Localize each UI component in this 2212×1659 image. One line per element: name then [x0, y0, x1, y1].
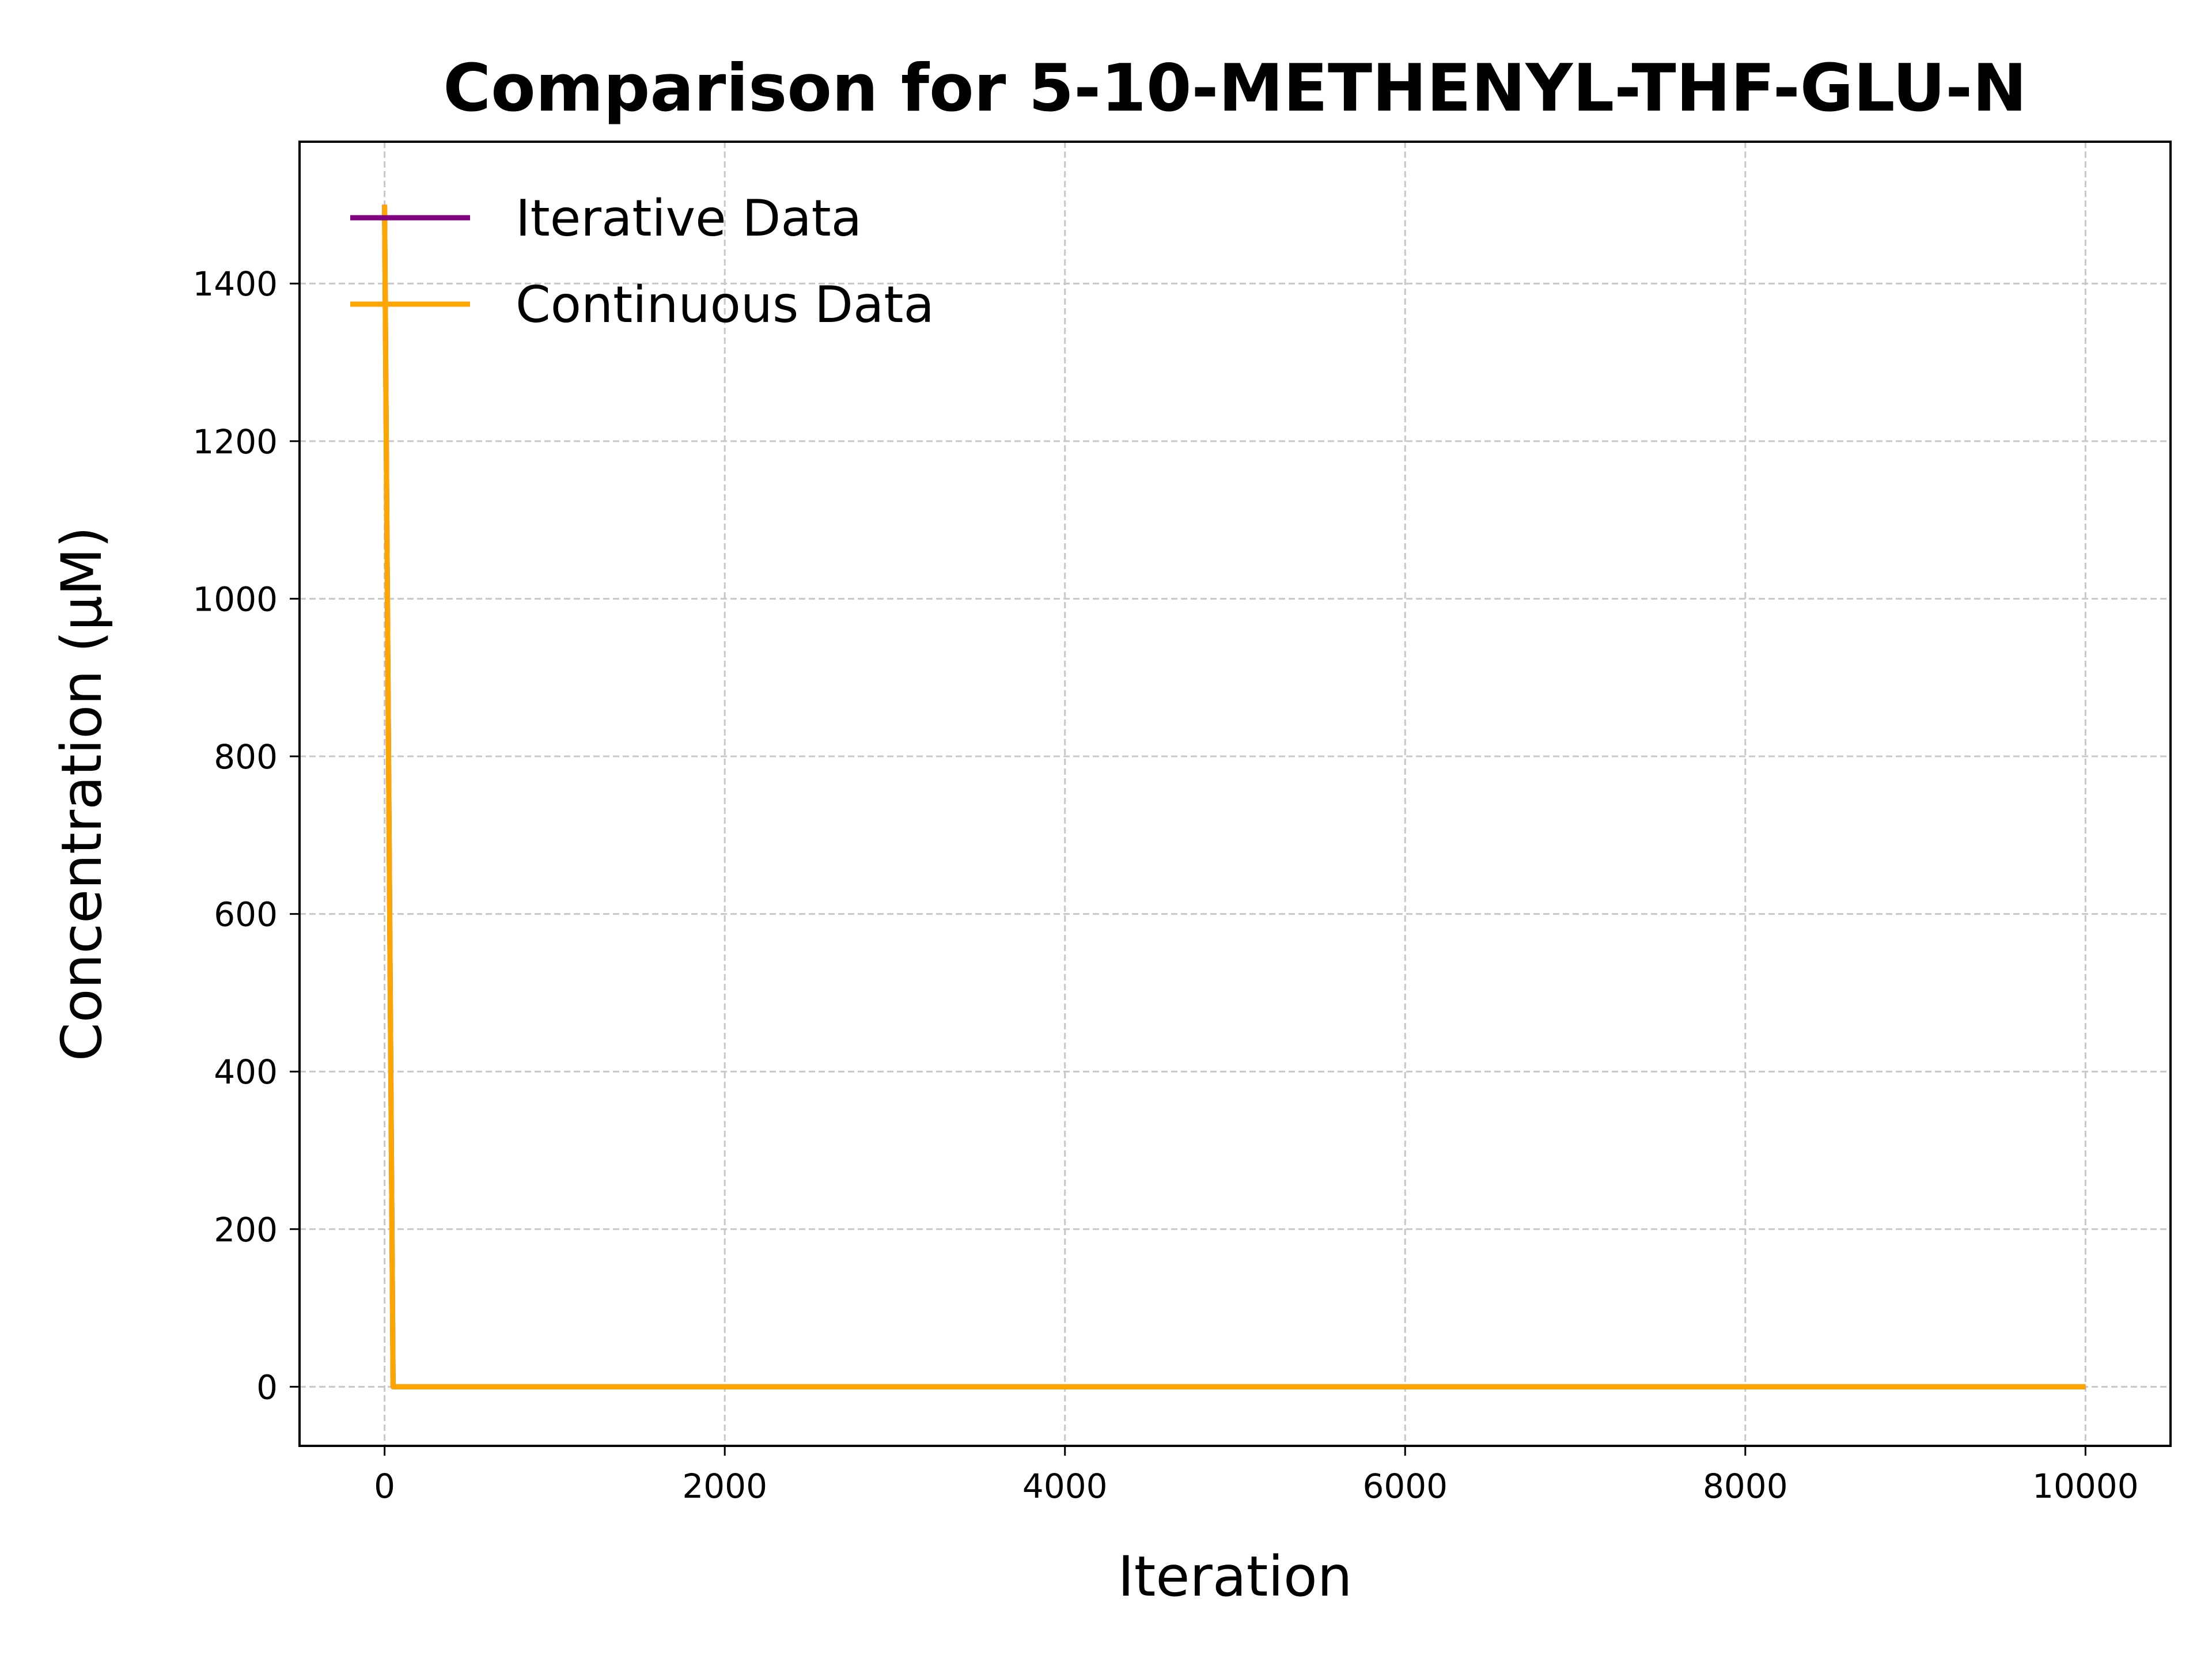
legend-label-0: Iterative Data [516, 189, 862, 248]
x-tick-label: 10000 [2032, 1467, 2139, 1506]
x-tick-label: 4000 [1022, 1467, 1108, 1506]
axis-ticks: 0 2000 4000 6000 8000 10000 0 200 400 600 800 1000 1… [192, 264, 2138, 1506]
legend: Iterative Data Continuous Data [350, 189, 934, 334]
x-tick-label: 2000 [682, 1467, 767, 1506]
y-tick-label: 600 [214, 895, 278, 934]
y-tick-label: 1000 [192, 579, 278, 619]
y-tick-label: 0 [256, 1368, 278, 1407]
y-tick-label: 1200 [192, 422, 278, 461]
legend-label-1: Continuous Data [516, 275, 934, 334]
chart-title: Comparison for 5-10-METHENYL-THF-GLU-N [443, 50, 2027, 126]
x-tick-label: 6000 [1362, 1467, 1448, 1506]
x-tick-label: 0 [374, 1467, 395, 1506]
series-line-1 [382, 204, 2086, 1389]
y-axis-title: Concentration (μM) [50, 527, 114, 1061]
y-tick-label: 1400 [192, 264, 278, 304]
x-tick-label: 8000 [1703, 1467, 1788, 1506]
y-tick-label: 800 [214, 737, 278, 777]
series-lines [382, 204, 2086, 1389]
plot-area-frame [298, 141, 2172, 1447]
y-tick-label: 400 [214, 1052, 278, 1092]
y-tick-label: 200 [214, 1210, 278, 1249]
x-axis-title: Iteration [1118, 1544, 1352, 1609]
